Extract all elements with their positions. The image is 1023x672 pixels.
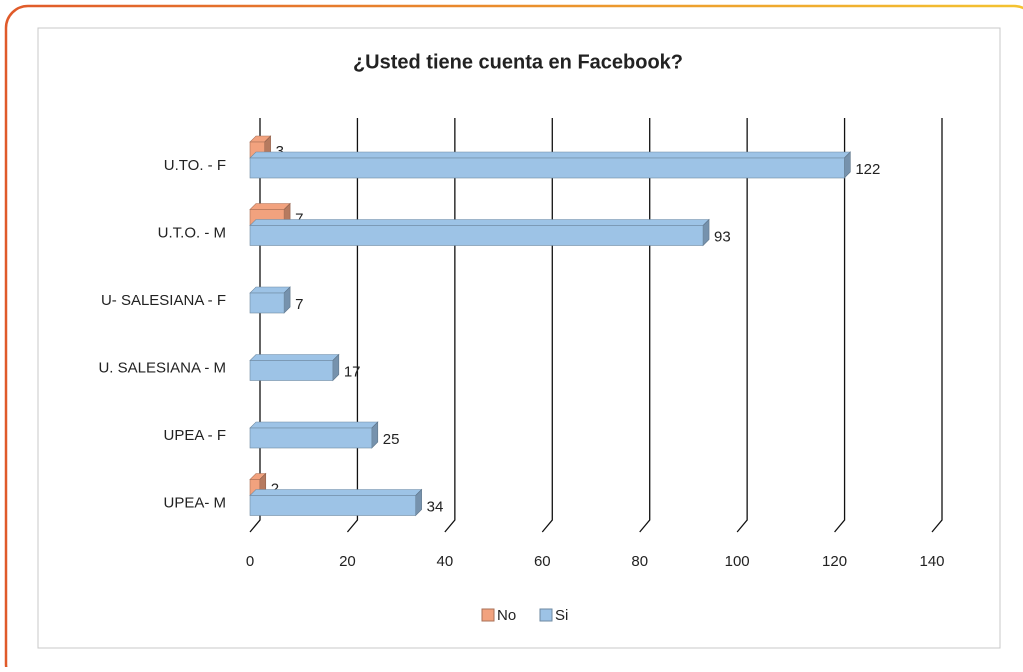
grid-line — [444, 118, 456, 533]
x-tick-label: 40 — [437, 553, 454, 570]
value-label: 7 — [295, 210, 303, 227]
bar — [249, 427, 373, 449]
legend-swatch — [481, 608, 495, 622]
bar-top — [249, 151, 852, 159]
grid-line — [541, 118, 553, 533]
legend-label: Si — [555, 607, 568, 624]
legend-swatch — [539, 608, 553, 622]
value-label: 17 — [344, 363, 361, 380]
bar — [249, 360, 334, 381]
y-tick-label: UPEA - F — [163, 427, 226, 444]
x-tick-label: 0 — [246, 553, 254, 570]
legend-label: No — [497, 607, 516, 624]
value-label: 25 — [383, 431, 400, 448]
y-tick-label: U- SALESIANA - F — [101, 292, 226, 309]
bar-top — [249, 219, 710, 226]
grid-line — [931, 118, 943, 533]
x-tick-label: 20 — [339, 553, 356, 570]
chart-title: ¿Usted tiene cuenta en Facebook? — [353, 51, 683, 73]
y-tick-label: U.T.O. - M — [158, 224, 226, 241]
value-label: 93 — [714, 228, 731, 245]
value-label: 34 — [427, 498, 444, 515]
x-tick-label: 100 — [725, 553, 750, 570]
value-label: 122 — [855, 161, 880, 178]
bar-top — [249, 489, 423, 496]
y-tick-label: U. SALESIANA - M — [98, 359, 226, 376]
bar — [249, 495, 416, 516]
bar — [249, 292, 285, 314]
frame — [4, 4, 1023, 672]
value-label: 2 — [271, 480, 279, 497]
bar-top — [249, 421, 379, 429]
plot-box — [37, 27, 1001, 649]
y-tick-label: U.TO. - F — [164, 157, 226, 174]
value-label: 7 — [295, 296, 303, 313]
bar — [249, 157, 845, 179]
grid-line — [834, 118, 846, 533]
y-tick-label: UPEA- M — [163, 494, 226, 511]
grid-line — [249, 118, 261, 533]
bar-top — [249, 354, 340, 361]
grid-line — [346, 118, 359, 533]
x-tick-label: 120 — [822, 553, 847, 570]
bar-top — [249, 203, 291, 210]
bar — [249, 225, 704, 246]
x-tick-label: 60 — [534, 553, 551, 570]
grid-line — [736, 118, 748, 533]
bar-top — [249, 286, 291, 294]
x-tick-label: 80 — [631, 553, 648, 570]
value-label: 3 — [276, 143, 284, 160]
x-tick-label: 140 — [919, 553, 944, 570]
grid-line — [639, 118, 651, 533]
